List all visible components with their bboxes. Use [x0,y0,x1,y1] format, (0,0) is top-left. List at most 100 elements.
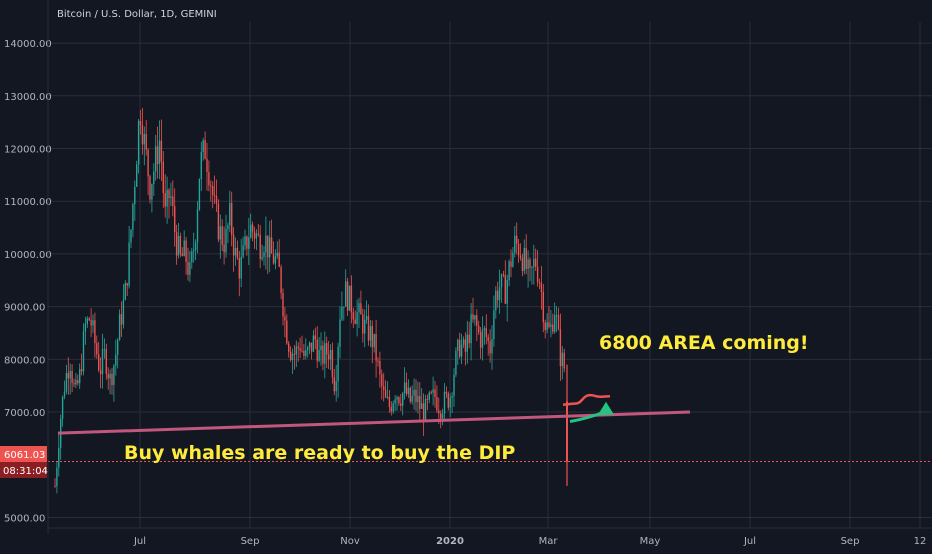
candle-body [510,261,512,267]
candle-body [402,393,404,406]
candle-body [312,335,315,352]
candle-body [390,406,392,412]
candle-body [517,243,520,256]
candle-body [242,245,244,257]
candle-body [149,176,151,200]
candle-body [487,336,489,342]
candle-body [212,186,214,196]
candle-body [193,250,195,252]
candle-body [307,347,309,351]
candle-body [172,196,174,207]
candle-body [122,299,125,325]
candle-body [174,206,176,233]
candle-body [202,140,204,152]
candle-body [346,281,349,311]
candle-body [447,393,449,408]
candle-body [493,310,495,340]
candle-body [500,274,503,288]
annotation-buy-whales: Buy whales are ready to buy the DIP [124,442,515,464]
candle-body [453,374,455,396]
support-trendline[interactable] [57,410,691,435]
candle-body [377,360,379,362]
candle-body [335,381,337,392]
candle-body [145,134,147,150]
candle-body [257,233,259,235]
candle-body [405,382,408,395]
candle-body [436,396,438,411]
y-tick-label: 10000.00 [4,250,52,261]
candle-body [441,413,444,419]
candle-body [373,333,375,348]
projection-curve[interactable] [562,393,611,406]
candle-body [491,339,493,354]
y-tick-label: 9000.00 [4,303,45,314]
candle-body [479,332,482,348]
candle-body [282,293,284,317]
candle-body [67,372,69,379]
candle-body [155,146,157,172]
candle-body [134,186,136,205]
candle-body [175,232,178,256]
candle-body [244,236,246,246]
candle-body [147,149,149,177]
candle-body [227,225,229,229]
candle-body [396,397,398,400]
candle-body [322,345,324,364]
candle-body [426,398,429,400]
candle-body [289,351,292,361]
candle-body [535,258,537,267]
candle-body [552,324,554,332]
candle-body [210,185,212,187]
candle-body [61,396,64,419]
candle-body [248,237,250,249]
candle-body [462,339,465,345]
candle-body [191,251,193,263]
candle-body [502,274,505,276]
candle-body [194,242,197,251]
candle-body [274,256,277,264]
y-tick-label: 5000.00 [4,513,45,524]
x-tick-label: 2020 [436,536,464,547]
candle-body [489,341,491,354]
x-axis: Jul Sep Nov 2020 Mar May Jul Sep 12 [48,527,932,547]
candle-body [540,282,543,292]
candle-body [459,339,461,357]
candle-body [554,315,556,332]
candle-body [92,320,94,326]
candle-body [73,383,75,385]
candle-body [367,316,370,341]
candle-body [451,395,453,398]
candle-body [177,235,180,256]
candle-body [99,370,102,375]
candle-body [326,343,328,355]
candle-body [231,203,233,235]
candle-body [519,255,522,258]
candle-body [371,325,373,348]
candle-body [386,396,389,398]
candle-body [118,314,121,341]
candle-body [424,398,427,421]
x-tick-label: Jul [743,536,756,547]
candle-body [548,322,550,327]
candle-body [531,266,533,268]
candle-body [139,121,142,125]
candle-body [136,164,138,187]
candle-body [474,315,476,320]
candle-body [221,226,223,245]
candle-body [559,329,562,367]
candle-body [291,353,294,361]
candle-body [280,266,282,294]
candle-body [422,403,425,421]
candle-body [527,259,529,269]
candle-body [200,151,202,180]
candle-body [261,256,263,259]
candle-body [272,253,275,264]
candle-body [512,252,514,267]
candle-body [432,389,434,393]
candle-body [339,319,341,347]
candle-body [90,320,92,326]
candle-body [434,389,436,397]
candle-body [443,391,446,414]
candle-body [151,184,153,200]
